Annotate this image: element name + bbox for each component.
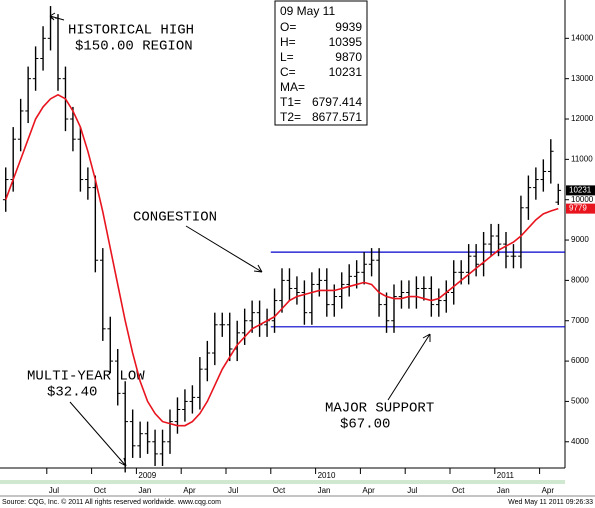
info-value: 9939 <box>335 20 362 34</box>
info-label: H= <box>280 35 296 49</box>
info-date: 09 May 11 <box>280 4 335 18</box>
x-tick-label: Jan <box>138 486 151 495</box>
y-tick-label: 13000 <box>571 74 594 83</box>
x-tick-label: Oct <box>94 486 107 495</box>
x-tick-label: Jul <box>407 486 417 495</box>
y-tick-label: 6000 <box>571 356 589 365</box>
annotation: MULTI-YEAR LOW <box>27 369 145 385</box>
y-tick-label: 11000 <box>571 154 593 163</box>
info-value: 10395 <box>329 35 363 49</box>
annotation: $150.00 REGION <box>75 39 193 55</box>
info-label: C= <box>280 65 296 79</box>
y-tick-label: 9000 <box>571 235 589 244</box>
info-label: T2= <box>280 110 301 124</box>
arrow <box>387 333 431 401</box>
last-close-label: 10231 <box>569 185 592 194</box>
y-tick-label: 4000 <box>571 437 589 446</box>
date-strip <box>0 480 565 484</box>
year-label: 2009 <box>138 471 156 480</box>
moving-average <box>4 93 559 427</box>
info-value: 10231 <box>329 65 363 79</box>
timestamp: Wed May 11 2011 09:26:33 <box>508 499 593 506</box>
annotation: $67.00 <box>340 417 390 433</box>
annotation: MAJOR SUPPORT <box>325 401 434 417</box>
info-label: L= <box>280 50 294 64</box>
x-tick-label: Jan <box>497 486 510 495</box>
annotations: HISTORICAL HIGH $150.00 REGION CONGESTIO… <box>27 12 434 467</box>
y-tick-label: 12000 <box>571 114 594 123</box>
x-tick-label: Jul <box>228 486 238 495</box>
y-tick-label: 10000 <box>571 195 594 204</box>
x-tick-label: Apr <box>362 486 375 495</box>
x-tick-label: Apr <box>183 486 196 495</box>
last-ma-label: 9779 <box>569 204 587 213</box>
annotation: CONGESTION <box>133 210 217 226</box>
info-value: 9870 <box>335 50 362 64</box>
y-tick-label: 8000 <box>571 276 589 285</box>
info-box <box>274 0 368 126</box>
y-tick-label: 14000 <box>571 33 594 42</box>
info-label: MA= <box>280 80 305 94</box>
y-tick-label: 5000 <box>571 397 589 406</box>
x-tick-label: Apr <box>542 486 555 495</box>
info-value: 8677.571 <box>312 110 362 124</box>
annotation: HISTORICAL HIGH <box>68 23 194 39</box>
source: Source: CQG, Inc. © 2011 All rights rese… <box>2 498 221 506</box>
last-close-box <box>566 185 595 196</box>
x-tick-label: Jul <box>49 486 59 495</box>
annotation: $32.40 <box>47 385 97 401</box>
info-label: O= <box>280 20 296 34</box>
last-ma-box <box>566 203 595 214</box>
info-label: T1= <box>280 95 301 109</box>
info-value: 6797.414 <box>312 95 362 109</box>
x-tick-label: Oct <box>452 486 465 495</box>
year-label: 2011 <box>497 471 515 480</box>
year-label: 2010 <box>318 471 336 480</box>
x-tick-label: Jan <box>318 486 331 495</box>
y-tick-label: 7000 <box>571 316 589 325</box>
arrow <box>185 225 263 273</box>
x-tick-label: Oct <box>273 486 286 495</box>
